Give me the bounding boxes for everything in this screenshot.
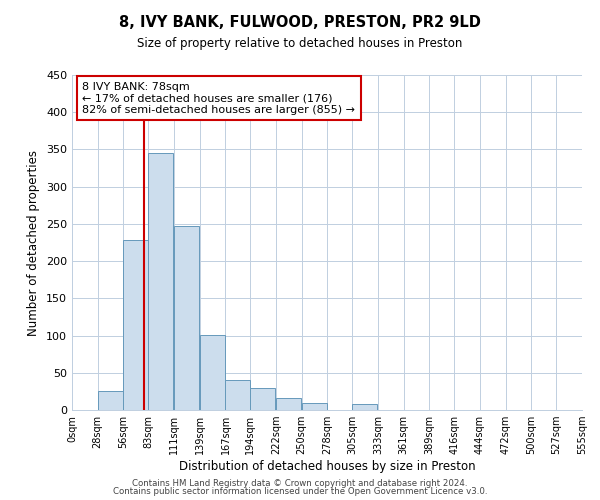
Text: Contains public sector information licensed under the Open Government Licence v3: Contains public sector information licen… xyxy=(113,487,487,496)
Bar xyxy=(148,153,173,410)
Text: 8 IVY BANK: 78sqm
← 17% of detached houses are smaller (176)
82% of semi-detache: 8 IVY BANK: 78sqm ← 17% of detached hous… xyxy=(82,82,355,115)
Bar xyxy=(352,404,377,410)
Text: Contains HM Land Registry data © Crown copyright and database right 2024.: Contains HM Land Registry data © Crown c… xyxy=(132,478,468,488)
Bar xyxy=(174,226,199,410)
Bar xyxy=(250,388,275,410)
Y-axis label: Number of detached properties: Number of detached properties xyxy=(28,150,40,336)
Bar xyxy=(276,398,301,410)
X-axis label: Distribution of detached houses by size in Preston: Distribution of detached houses by size … xyxy=(179,460,475,473)
Bar xyxy=(98,392,122,410)
Bar xyxy=(200,335,224,410)
Text: 8, IVY BANK, FULWOOD, PRESTON, PR2 9LD: 8, IVY BANK, FULWOOD, PRESTON, PR2 9LD xyxy=(119,15,481,30)
Bar xyxy=(226,380,250,410)
Bar xyxy=(302,402,326,410)
Text: Size of property relative to detached houses in Preston: Size of property relative to detached ho… xyxy=(137,38,463,51)
Bar xyxy=(124,240,148,410)
